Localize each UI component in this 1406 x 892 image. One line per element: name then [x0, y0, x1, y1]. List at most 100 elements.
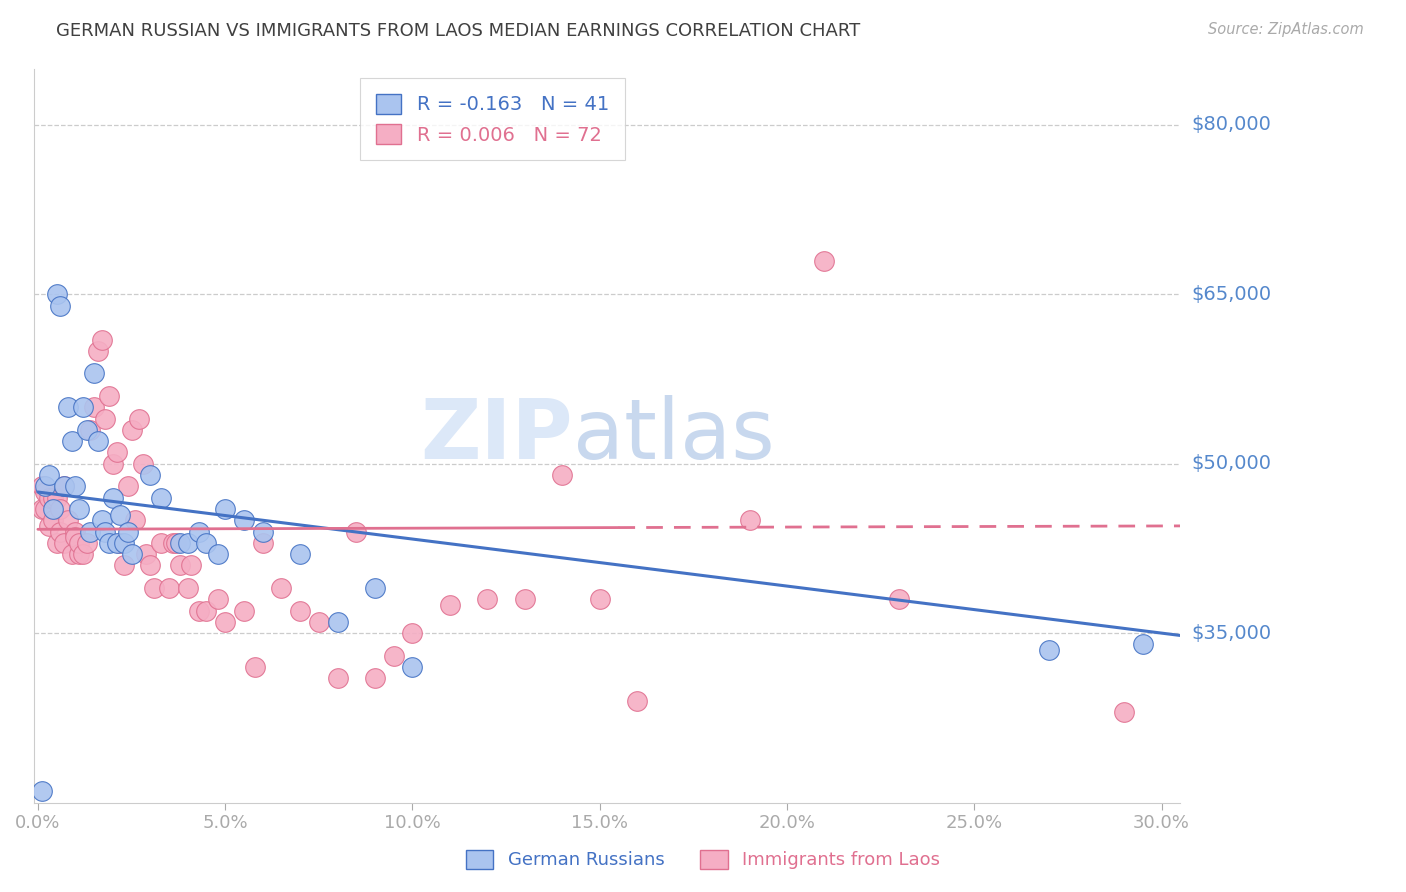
- Point: [49, 299, 72, 313]
- Point: [214, 615, 236, 629]
- Point: [34, 479, 56, 493]
- Point: [105, 445, 128, 459]
- Point: [105, 536, 128, 550]
- Point: [207, 547, 229, 561]
- Point: [187, 524, 209, 539]
- Point: [60, 434, 83, 449]
- Point: [83, 401, 105, 415]
- Text: GERMAN RUSSIAN VS IMMIGRANTS FROM LAOS MEDIAN EARNINGS CORRELATION CHART: GERMAN RUSSIAN VS IMMIGRANTS FROM LAOS M…: [56, 22, 860, 40]
- Point: [94, 411, 117, 425]
- Point: [169, 558, 191, 573]
- Point: [124, 513, 146, 527]
- Point: [513, 592, 536, 607]
- Point: [121, 423, 143, 437]
- Point: [101, 491, 124, 505]
- Point: [117, 524, 139, 539]
- Point: [128, 411, 150, 425]
- Point: [180, 558, 202, 573]
- Point: [157, 581, 180, 595]
- Point: [65, 530, 87, 544]
- Point: [72, 401, 94, 415]
- Point: [112, 558, 135, 573]
- Point: [195, 604, 218, 618]
- Point: [34, 485, 56, 500]
- Point: [176, 581, 198, 595]
- Point: [738, 513, 761, 527]
- Point: [56, 401, 79, 415]
- Point: [67, 547, 90, 561]
- Point: [252, 536, 274, 550]
- Point: [813, 253, 835, 268]
- Point: [45, 491, 67, 505]
- Point: [56, 513, 79, 527]
- Legend: German Russians, Immigrants from Laos: German Russians, Immigrants from Laos: [457, 841, 949, 879]
- Point: [889, 592, 911, 607]
- Point: [45, 287, 67, 301]
- Point: [38, 468, 60, 483]
- Point: [364, 581, 387, 595]
- Point: [31, 502, 53, 516]
- Point: [439, 598, 461, 612]
- Point: [112, 536, 135, 550]
- Point: [121, 547, 143, 561]
- Point: [308, 615, 330, 629]
- Point: [232, 604, 254, 618]
- Point: [72, 547, 94, 561]
- Point: [243, 660, 266, 674]
- Point: [326, 672, 349, 686]
- Point: [382, 648, 405, 663]
- Legend: R = -0.163   N = 41, R = 0.006   N = 72: R = -0.163 N = 41, R = 0.006 N = 72: [360, 78, 624, 161]
- Text: ZIP: ZIP: [420, 395, 572, 476]
- Point: [76, 536, 98, 550]
- Point: [162, 536, 184, 550]
- Point: [65, 479, 87, 493]
- Point: [87, 343, 110, 358]
- Point: [83, 367, 105, 381]
- Point: [214, 502, 236, 516]
- Point: [139, 558, 162, 573]
- Point: [110, 536, 132, 550]
- Point: [589, 592, 612, 607]
- Text: $80,000: $80,000: [1191, 115, 1271, 135]
- Point: [98, 389, 121, 403]
- Point: [477, 592, 499, 607]
- Point: [288, 604, 311, 618]
- Text: Source: ZipAtlas.com: Source: ZipAtlas.com: [1208, 22, 1364, 37]
- Point: [150, 491, 173, 505]
- Point: [42, 502, 65, 516]
- Point: [67, 502, 90, 516]
- Point: [1112, 705, 1135, 719]
- Point: [45, 536, 67, 550]
- Point: [1132, 638, 1154, 652]
- Point: [110, 508, 132, 522]
- Point: [139, 468, 162, 483]
- Point: [94, 524, 117, 539]
- Point: [101, 457, 124, 471]
- Point: [169, 536, 191, 550]
- Point: [90, 513, 112, 527]
- Point: [1038, 643, 1060, 657]
- Point: [166, 536, 188, 550]
- Point: [53, 479, 76, 493]
- Point: [53, 479, 76, 493]
- Point: [195, 536, 218, 550]
- Point: [31, 784, 53, 798]
- Point: [135, 547, 157, 561]
- Point: [117, 479, 139, 493]
- Point: [626, 694, 648, 708]
- Point: [344, 524, 367, 539]
- Point: [31, 479, 53, 493]
- Point: [551, 468, 574, 483]
- Point: [143, 581, 166, 595]
- Point: [150, 536, 173, 550]
- Point: [42, 491, 65, 505]
- Point: [401, 626, 423, 640]
- Point: [67, 536, 90, 550]
- Point: [76, 423, 98, 437]
- Point: [90, 333, 112, 347]
- Text: $35,000: $35,000: [1191, 624, 1271, 643]
- Point: [49, 524, 72, 539]
- Point: [38, 491, 60, 505]
- Text: $50,000: $50,000: [1191, 454, 1271, 474]
- Point: [270, 581, 292, 595]
